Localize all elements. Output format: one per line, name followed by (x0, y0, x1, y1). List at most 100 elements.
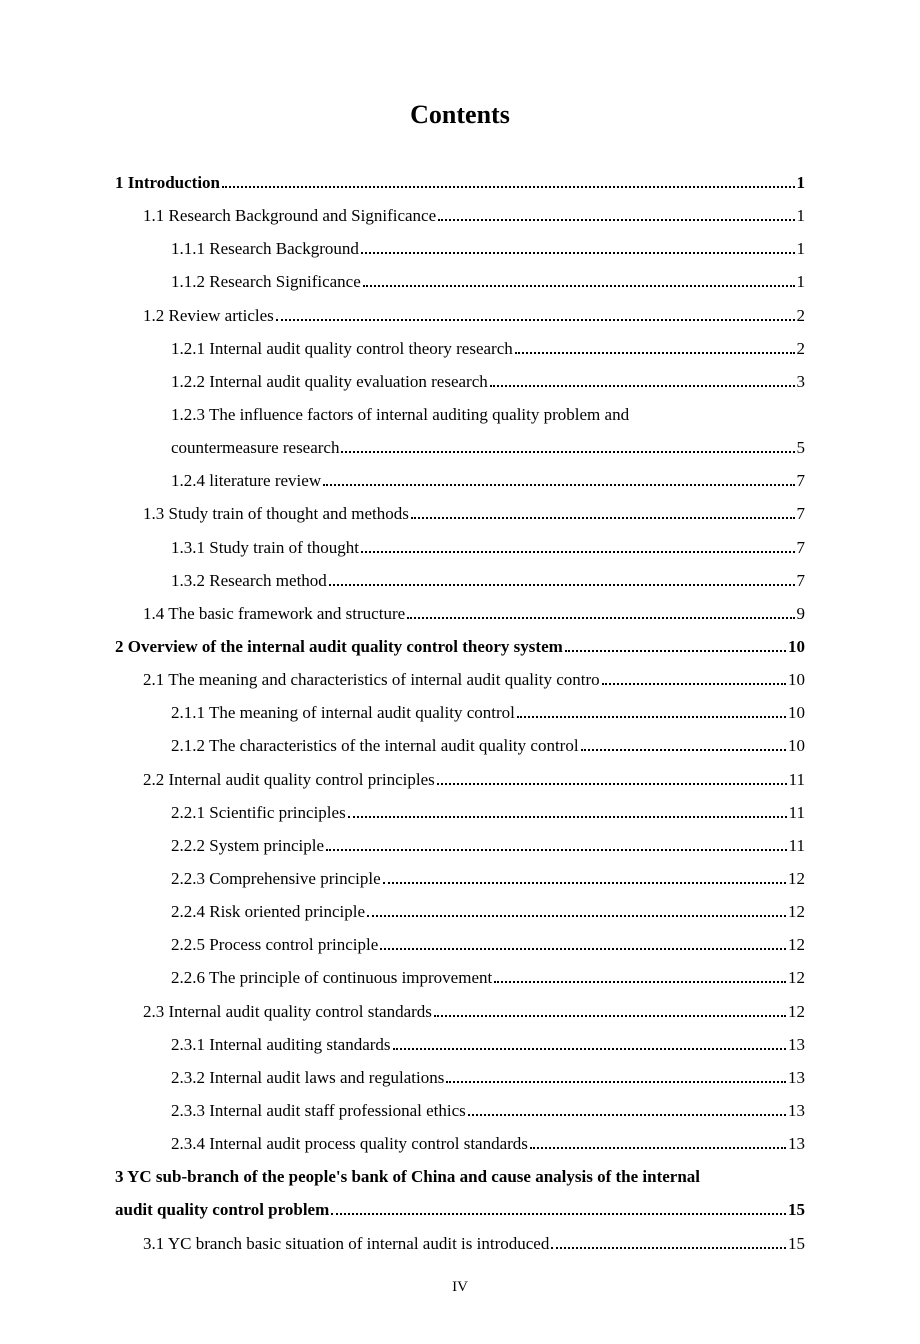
toc-entry-label: 1.2.1 Internal audit quality control the… (171, 332, 513, 365)
toc-entry-label: 2.1 The meaning and characteristics of i… (143, 663, 600, 696)
toc-entry: 2.3.2 Internal audit laws and regulation… (115, 1061, 805, 1094)
toc-entry-page: 2 (797, 332, 806, 365)
toc-leader-dots (331, 1213, 786, 1215)
toc-leader-dots (602, 683, 786, 685)
toc-entry-label: 2.3.1 Internal auditing standards (171, 1028, 391, 1061)
toc-leader-dots (323, 484, 794, 486)
toc-entry-page: 7 (797, 464, 806, 497)
toc-entry-page: 11 (789, 796, 805, 829)
toc-entry-label: 1.3 Study train of thought and methods (143, 497, 409, 530)
toc-entry-label: 1.2.3 The influence factors of internal … (171, 405, 629, 424)
toc-entry-label: 2.3.3 Internal audit staff professional … (171, 1094, 466, 1127)
toc-entry: 1.2 Review articles 2 (115, 299, 805, 332)
toc-entry-label: 2.2.3 Comprehensive principle (171, 862, 381, 895)
toc-entry: 1.2.3 The influence factors of internal … (115, 398, 805, 431)
toc-entry: 2.2.4 Risk oriented principle12 (115, 895, 805, 928)
toc-entry-label: 1.2 Review articles (143, 299, 274, 332)
toc-entry-label: 3.1 YC branch basic situation of interna… (143, 1227, 549, 1260)
toc-entry: 2.3.4 Internal audit process quality con… (115, 1127, 805, 1160)
toc-entry: 2.3.3 Internal audit staff professional … (115, 1094, 805, 1127)
toc-leader-dots (383, 882, 786, 884)
toc-entry: audit quality control problem15 (115, 1193, 805, 1226)
toc-leader-dots (380, 948, 786, 950)
toc-entry-label: 2.2.5 Process control principle (171, 928, 378, 961)
toc-entry-page: 10 (788, 696, 805, 729)
toc-leader-dots (551, 1247, 786, 1249)
toc-entry-page: 13 (788, 1127, 805, 1160)
toc-entry: 2.2.5 Process control principle 12 (115, 928, 805, 961)
toc-leader-dots (348, 816, 787, 818)
toc-entry-page: 10 (788, 630, 805, 663)
toc-leader-dots (329, 584, 795, 586)
toc-entry-label: 1.1.2 Research Significance (171, 265, 361, 298)
toc-entry: 1.2.2 Internal audit quality evaluation … (115, 365, 805, 398)
toc-entry: 1.3.1 Study train of thought7 (115, 531, 805, 564)
toc-leader-dots (581, 749, 786, 751)
toc-leader-dots (446, 1081, 786, 1083)
toc-leader-dots (361, 551, 795, 553)
toc-entry: 1.3 Study train of thought and methods7 (115, 497, 805, 530)
toc-entry: 3 YC sub-branch of the people's bank of … (115, 1160, 805, 1193)
toc-entry-label: 2.2.6 The principle of continuous improv… (171, 961, 492, 994)
toc-entry-page: 11 (789, 829, 805, 862)
toc-entry: 1.1.2 Research Significance 1 (115, 265, 805, 298)
toc-entry-label: 2 Overview of the internal audit quality… (115, 630, 563, 663)
toc-leader-dots (363, 285, 795, 287)
toc-entry-page: 12 (788, 862, 805, 895)
toc-leader-dots (434, 1015, 786, 1017)
toc-entry: 2.3 Internal audit quality control stand… (115, 995, 805, 1028)
toc-entry-page: 10 (788, 729, 805, 762)
toc-entry-page: 13 (788, 1028, 805, 1061)
toc-leader-dots (494, 981, 786, 983)
toc-entry-page: 1 (797, 265, 806, 298)
toc-entry-label: 1.1.1 Research Background (171, 232, 359, 265)
toc-leader-dots (517, 716, 786, 718)
toc-entry-label: 1.1 Research Background and Significance (143, 199, 436, 232)
toc-entry-page: 13 (788, 1061, 805, 1094)
toc-entry-page: 2 (797, 299, 806, 332)
toc-entry-label: 1 Introduction (115, 166, 220, 199)
toc-entry: 1.4 The basic framework and structure9 (115, 597, 805, 630)
toc-entry-page: 13 (788, 1094, 805, 1127)
toc-entry: 1.2.4 literature review 7 (115, 464, 805, 497)
toc-entry: countermeasure research5 (115, 431, 805, 464)
toc-entry-label: 1.2.2 Internal audit quality evaluation … (171, 365, 488, 398)
toc-entry: 2 Overview of the internal audit quality… (115, 630, 805, 663)
toc-entry: 2.2 Internal audit quality control princ… (115, 763, 805, 796)
toc-entry-label: 2.2.1 Scientific principles (171, 796, 346, 829)
toc-entry-label: 2.2 Internal audit quality control princ… (143, 763, 435, 796)
toc-leader-dots (565, 650, 786, 652)
toc-entry: 1.1.1 Research Background 1 (115, 232, 805, 265)
toc-entry-page: 11 (789, 763, 805, 796)
toc-leader-dots (530, 1147, 786, 1149)
toc-entry-label: 2.1.1 The meaning of internal audit qual… (171, 696, 515, 729)
toc-entry-page: 12 (788, 928, 805, 961)
toc-entry: 1.1 Research Background and Significance… (115, 199, 805, 232)
toc-entry-page: 15 (788, 1193, 805, 1226)
toc-entry-page: 1 (797, 232, 806, 265)
toc-entry: 1.2.1 Internal audit quality control the… (115, 332, 805, 365)
toc-leader-dots (276, 319, 795, 321)
toc-entry-page: 15 (788, 1227, 805, 1260)
toc-entry-page: 12 (788, 961, 805, 994)
toc-leader-dots (222, 186, 794, 188)
toc-entry: 2.2.6 The principle of continuous improv… (115, 961, 805, 994)
page-title: Contents (115, 100, 805, 130)
page-number-footer: IV (0, 1279, 920, 1296)
toc-entry-label: 1.3.2 Research method (171, 564, 327, 597)
toc-entry-label: 3 YC sub-branch of the people's bank of … (115, 1167, 700, 1186)
toc-entry: 2.2.1 Scientific principles 11 (115, 796, 805, 829)
toc-entry-page: 7 (797, 531, 806, 564)
toc-leader-dots (393, 1048, 786, 1050)
toc-entry: 1.3.2 Research method 7 (115, 564, 805, 597)
toc-entry-page: 3 (797, 365, 806, 398)
toc-leader-dots (468, 1114, 786, 1116)
toc-entry-page: 7 (797, 564, 806, 597)
toc-entry-label: 2.3.2 Internal audit laws and regulation… (171, 1061, 444, 1094)
toc-entry-label: 2.1.2 The characteristics of the interna… (171, 729, 579, 762)
toc-entry-page: 9 (797, 597, 806, 630)
toc-leader-dots (438, 219, 794, 221)
toc-entry-label: 1.2.4 literature review (171, 464, 321, 497)
toc-leader-dots (515, 352, 795, 354)
toc-entry-page: 12 (788, 995, 805, 1028)
